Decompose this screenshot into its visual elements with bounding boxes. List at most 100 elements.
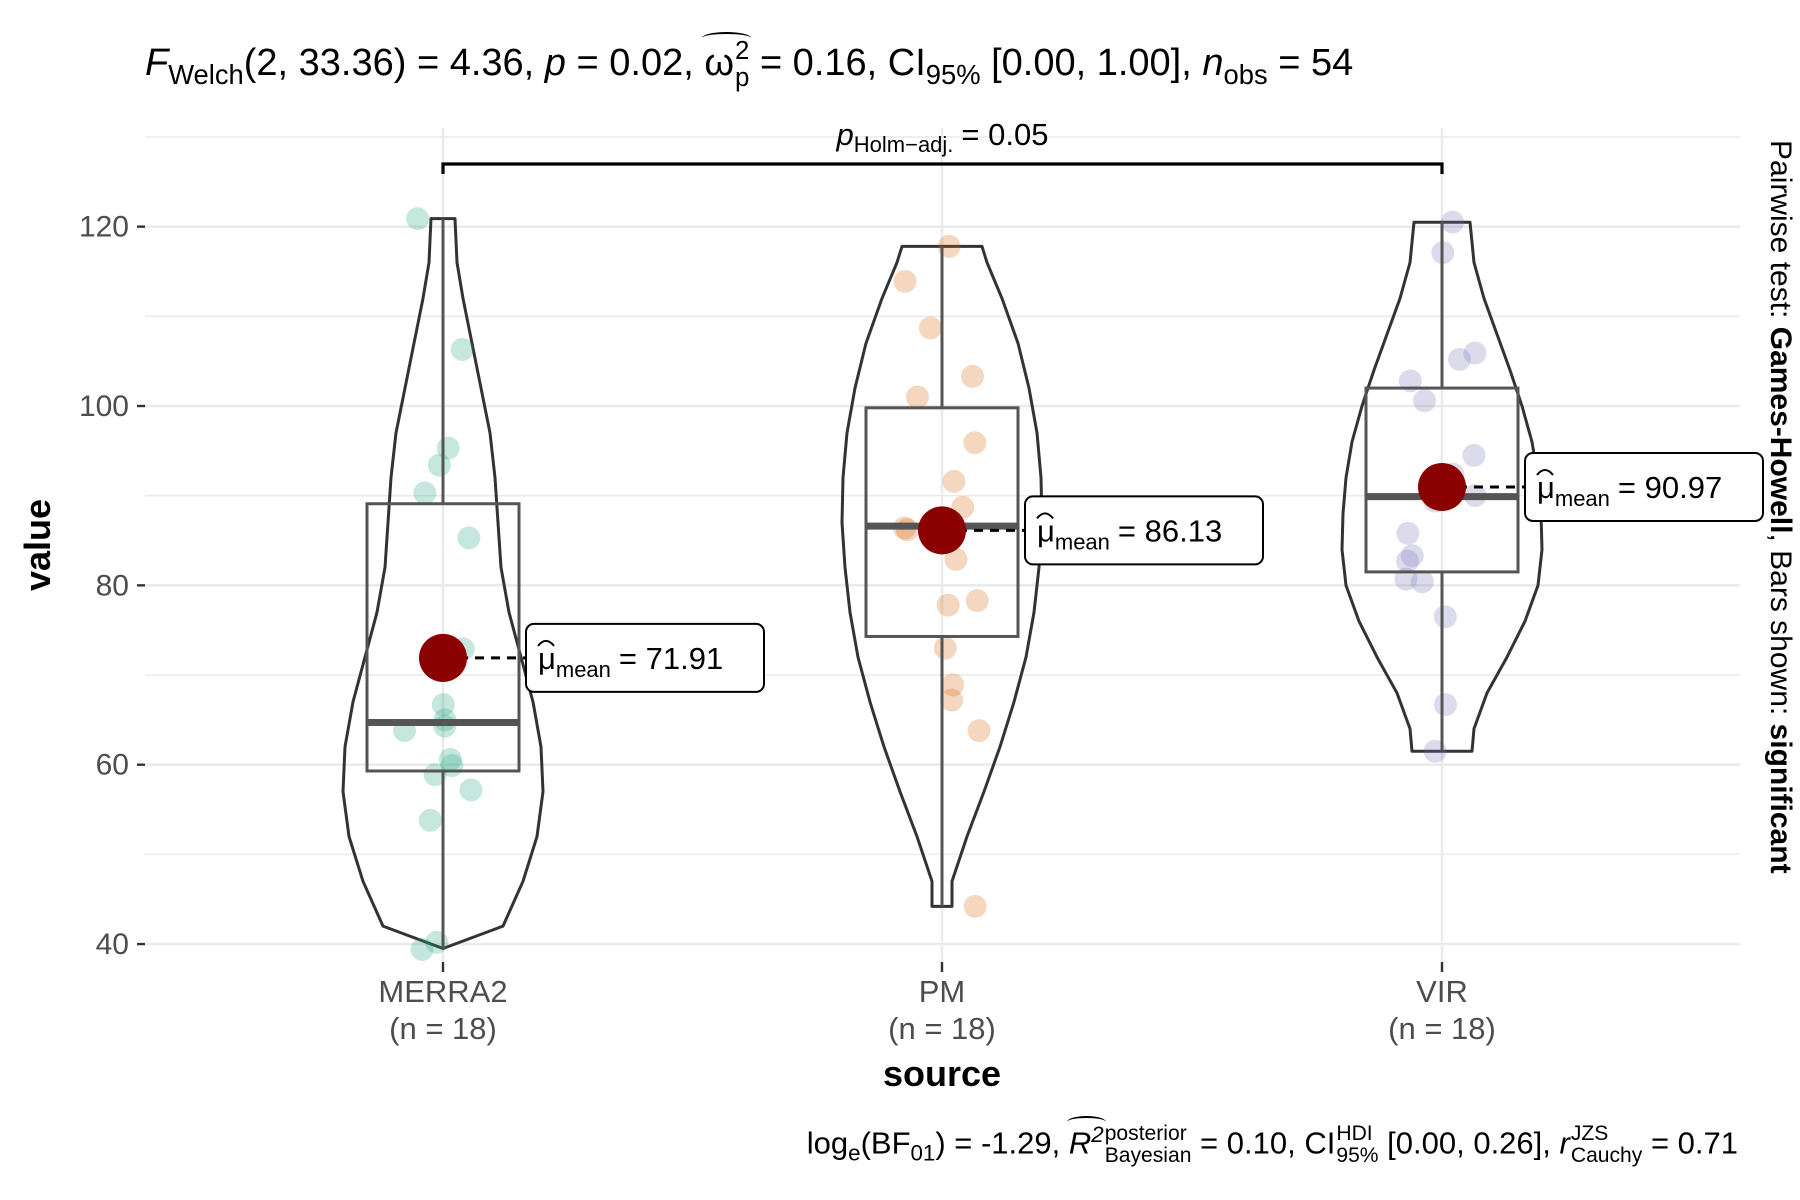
x-axis-title: source	[883, 1053, 1001, 1094]
violin-pm	[840, 244, 1044, 908]
caption-r2-value: = 0.10,	[1200, 1125, 1296, 1161]
caption-r-stack: JZS Cauchy	[1570, 1122, 1643, 1168]
data-point	[1396, 549, 1420, 573]
data-point	[918, 316, 942, 340]
mean-label-box	[1524, 451, 1764, 522]
x-tick-count: (n = 18)	[389, 1011, 497, 1046]
box-merra2	[365, 502, 521, 773]
caption-r2-stack: posterior Bayesian	[1104, 1122, 1192, 1168]
mean-label-box	[525, 622, 765, 693]
data-point	[1441, 210, 1465, 234]
subtitle-p-value: = 0.02,	[576, 42, 694, 85]
subtitle-n-value: = 54	[1278, 42, 1354, 85]
mean-label-box	[1024, 495, 1264, 566]
subtitle-n-sub: obs	[1223, 58, 1268, 90]
data-point	[1462, 443, 1486, 467]
data-point	[905, 385, 929, 409]
violin-vir	[1340, 220, 1544, 753]
group-merra2: μmean = 71.91	[341, 207, 765, 961]
data-point	[433, 714, 457, 738]
y-axis-title: value	[17, 499, 58, 591]
caption-ci-stack: HDI 95%	[1336, 1122, 1379, 1168]
data-point	[1400, 544, 1424, 568]
x-tick-count: (n = 18)	[1388, 1011, 1496, 1046]
pairwise-bracket-line	[441, 162, 1444, 174]
mean-label: μmean = 71.91	[538, 641, 723, 682]
mean-hat	[1536, 468, 1554, 476]
data-point	[933, 636, 957, 660]
caption-bf-label: log	[806, 1125, 849, 1161]
caption-r2-symbol: R2	[1066, 1115, 1106, 1161]
caption-bf-value: ) = -1.29,	[935, 1125, 1061, 1161]
y-tick-label: 120	[79, 211, 129, 244]
pairwise-test-name: Games-Howell	[1764, 326, 1797, 534]
data-point	[960, 364, 984, 388]
pairwise-shown: significant	[1764, 723, 1797, 874]
data-point	[967, 719, 991, 743]
subtitle-ci-value: [0.00, 1.00],	[991, 42, 1192, 85]
y-tick-label: 100	[79, 390, 129, 423]
data-point	[1447, 347, 1471, 371]
y-tick-label: 60	[96, 749, 129, 782]
x-tick-label: PM	[919, 974, 966, 1009]
data-point	[1433, 693, 1457, 717]
mean-point	[918, 506, 966, 555]
subtitle-df: (2, 33.36)	[243, 42, 407, 85]
mean-hat	[537, 639, 555, 647]
group-pm: μmean = 86.13	[840, 234, 1264, 918]
mean-label: μmean = 86.13	[1037, 513, 1222, 554]
pairwise-label: pHolm−adj. = 0.05	[836, 117, 1049, 157]
data-point	[457, 526, 481, 550]
caption-ci-label: CI	[1304, 1125, 1336, 1161]
caption-bf-paren: (BF	[860, 1125, 911, 1161]
data-point	[1410, 570, 1434, 594]
data-point	[1396, 521, 1420, 545]
x-tick-count: (n = 18)	[888, 1011, 996, 1046]
data-point	[431, 693, 455, 717]
pairwise-middle: , Bars shown:	[1764, 533, 1797, 724]
x-tick-label: MERRA2	[378, 974, 507, 1009]
data-point	[940, 688, 964, 712]
subtitle-p-label: p	[544, 42, 566, 85]
mean-point	[1418, 462, 1466, 511]
subtitle-ci-sub: 95%	[925, 58, 981, 90]
data-point	[427, 453, 451, 477]
data-point	[418, 808, 442, 832]
data-point	[450, 338, 474, 362]
subtitle-stat-name: F	[145, 42, 169, 85]
pairwise-bracket: pHolm−adj. = 0.05	[441, 117, 1444, 174]
mean-hat	[1036, 512, 1054, 520]
data-point	[936, 593, 960, 617]
data-point	[1463, 341, 1487, 365]
subtitle-stat-sub: Welch	[168, 58, 244, 90]
subtitle-stat-value: = 4.36,	[416, 42, 535, 85]
subtitle-effect-size-value: = 0.16,	[759, 42, 878, 85]
data-point	[438, 747, 462, 771]
data-point	[423, 763, 447, 787]
caption-bf-paren-sub: 01	[910, 1140, 936, 1166]
data-point	[459, 778, 483, 802]
chart-caption: loge(BF01) = -1.29, R2 posterior Bayesian …	[806, 1115, 1738, 1168]
y-tick-label: 40	[96, 928, 129, 961]
mean-label: μmean = 90.97	[1537, 470, 1722, 511]
data-point	[1433, 605, 1457, 629]
caption-r-symbol: r	[1559, 1125, 1570, 1161]
group-layer: μmean = 71.91 μmean = 86.13 μmean = 90.97	[341, 207, 1764, 961]
data-point	[963, 894, 987, 918]
data-point	[413, 481, 437, 505]
data-point	[963, 431, 987, 455]
data-point	[410, 937, 434, 961]
data-point	[944, 547, 968, 571]
x-tick-label: VIR	[1416, 974, 1468, 1009]
box-pm	[864, 406, 1020, 638]
pairwise-prefix: Pairwise test:	[1764, 140, 1797, 327]
data-point	[965, 589, 989, 613]
subtitle-n-label: n	[1202, 42, 1224, 85]
group-vir: μmean = 90.97	[1340, 210, 1764, 763]
pairwise-test-label: Pairwise test: Games-Howell, Bars shown:…	[1763, 140, 1797, 874]
data-point	[941, 673, 965, 697]
